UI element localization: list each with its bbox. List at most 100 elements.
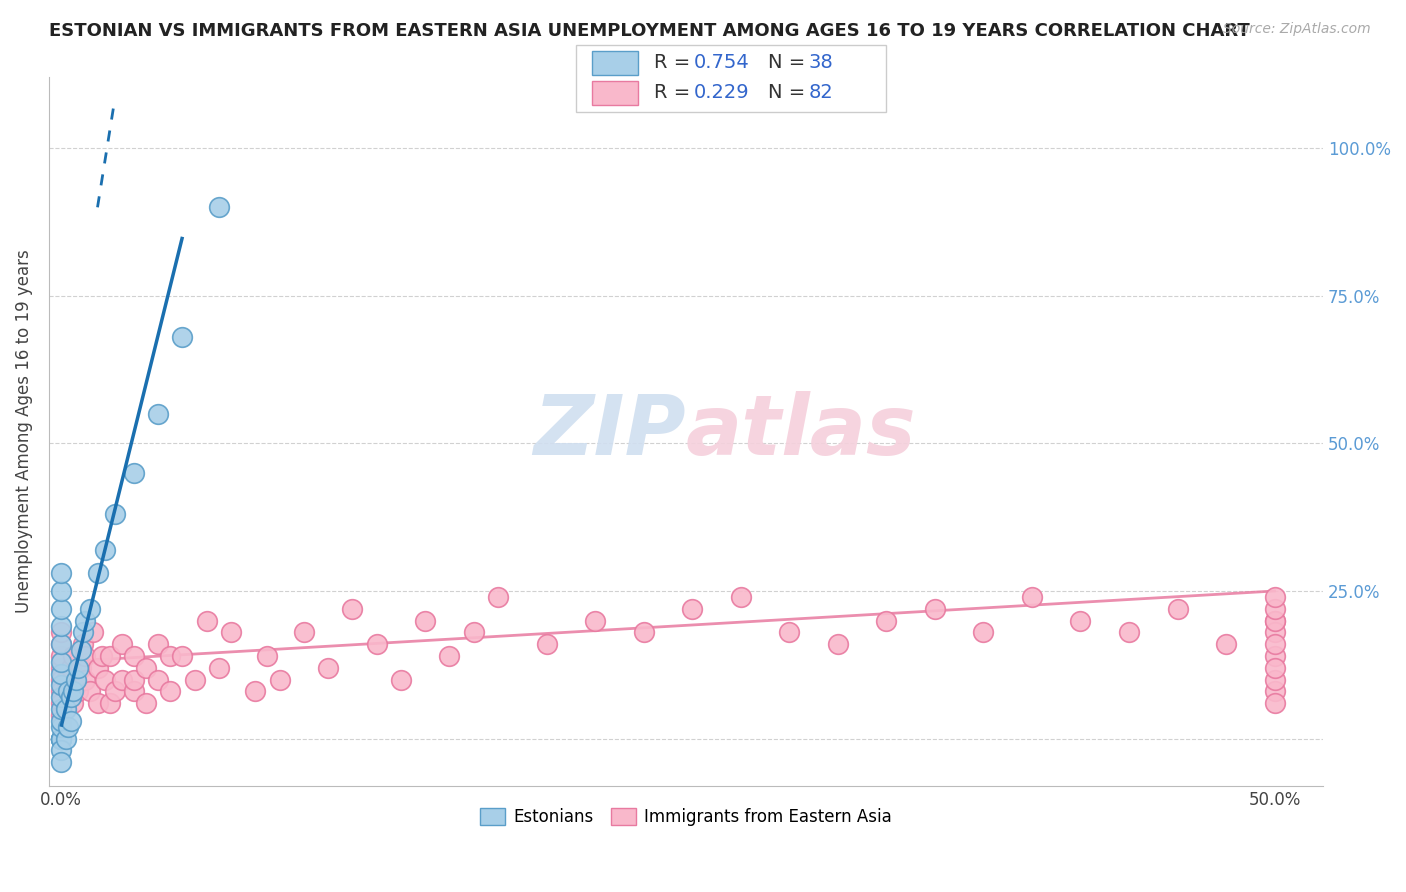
Point [59, 661, 82, 675]
Point [1021, 590, 1043, 604]
Point [49, 678, 72, 692]
Point [98, 648, 121, 663]
Point [94, 542, 117, 557]
Text: R =: R = [654, 54, 696, 72]
Point [1264, 625, 1286, 640]
Point [269, 673, 291, 687]
Point [183, 673, 205, 687]
Point [94, 673, 117, 687]
Point [49, 690, 72, 705]
Text: 82: 82 [808, 83, 834, 103]
Point [827, 637, 849, 651]
Point [1069, 614, 1091, 628]
Point [49, 714, 72, 728]
Text: 0.229: 0.229 [695, 83, 749, 103]
Point [49, 684, 72, 698]
Point [49, 666, 72, 681]
Point [49, 661, 72, 675]
Point [49, 637, 72, 651]
Point [1264, 696, 1286, 710]
Point [62, 684, 84, 698]
Point [486, 590, 509, 604]
Point [1264, 637, 1286, 651]
Point [135, 696, 157, 710]
Point [159, 648, 181, 663]
Point [195, 614, 218, 628]
Point [1264, 601, 1286, 615]
Point [172, 648, 194, 663]
Point [49, 696, 72, 710]
Point [135, 661, 157, 675]
Point [122, 684, 145, 698]
Point [98, 696, 121, 710]
Point [148, 673, 170, 687]
Point [292, 625, 315, 640]
Point [1264, 614, 1286, 628]
Point [55, 702, 77, 716]
Point [75, 673, 97, 687]
Legend: Estonians, Immigrants from Eastern Asia: Estonians, Immigrants from Eastern Asia [472, 799, 900, 834]
Point [924, 601, 946, 615]
Point [86, 661, 108, 675]
Point [583, 614, 606, 628]
Point [49, 648, 72, 663]
Point [59, 714, 82, 728]
Point [69, 643, 91, 657]
Point [69, 661, 91, 675]
Point [82, 625, 104, 640]
Point [148, 407, 170, 421]
Point [62, 648, 84, 663]
Point [49, 637, 72, 651]
Point [72, 625, 94, 640]
Point [1264, 614, 1286, 628]
Point [122, 673, 145, 687]
Point [49, 702, 72, 716]
Point [75, 614, 97, 628]
Point [49, 584, 72, 599]
Point [75, 648, 97, 663]
Point [1264, 590, 1286, 604]
Point [1264, 648, 1286, 663]
Point [413, 614, 436, 628]
Y-axis label: Unemployment Among Ages 16 to 19 years: Unemployment Among Ages 16 to 19 years [15, 250, 32, 614]
Point [208, 200, 231, 214]
Point [778, 625, 800, 640]
Point [256, 648, 278, 663]
Point [49, 619, 72, 633]
Point [389, 673, 412, 687]
Point [172, 330, 194, 344]
FancyBboxPatch shape [592, 81, 638, 104]
Text: ESTONIAN VS IMMIGRANTS FROM EASTERN ASIA UNEMPLOYMENT AMONG AGES 16 TO 19 YEARS : ESTONIAN VS IMMIGRANTS FROM EASTERN ASIA… [49, 22, 1250, 40]
Point [49, 731, 72, 746]
Point [49, 731, 72, 746]
Point [49, 731, 72, 746]
Point [86, 696, 108, 710]
Point [58, 684, 80, 698]
Point [49, 720, 72, 734]
Point [49, 755, 72, 769]
Text: N =: N = [768, 54, 811, 72]
Point [245, 684, 267, 698]
Point [1264, 684, 1286, 698]
Point [972, 625, 994, 640]
Point [730, 590, 752, 604]
Point [79, 684, 101, 698]
Text: 0.754: 0.754 [695, 54, 749, 72]
Point [49, 743, 72, 757]
Point [67, 661, 90, 675]
Text: ZIP: ZIP [533, 391, 686, 472]
Point [65, 673, 87, 687]
Point [208, 661, 231, 675]
Point [1215, 637, 1237, 651]
Point [49, 708, 72, 723]
Point [49, 625, 72, 640]
Point [58, 684, 80, 698]
Point [72, 637, 94, 651]
Point [463, 625, 485, 640]
Point [1118, 625, 1140, 640]
Point [103, 684, 125, 698]
Point [316, 661, 339, 675]
FancyBboxPatch shape [576, 45, 886, 112]
Point [633, 625, 655, 640]
Point [65, 673, 87, 687]
